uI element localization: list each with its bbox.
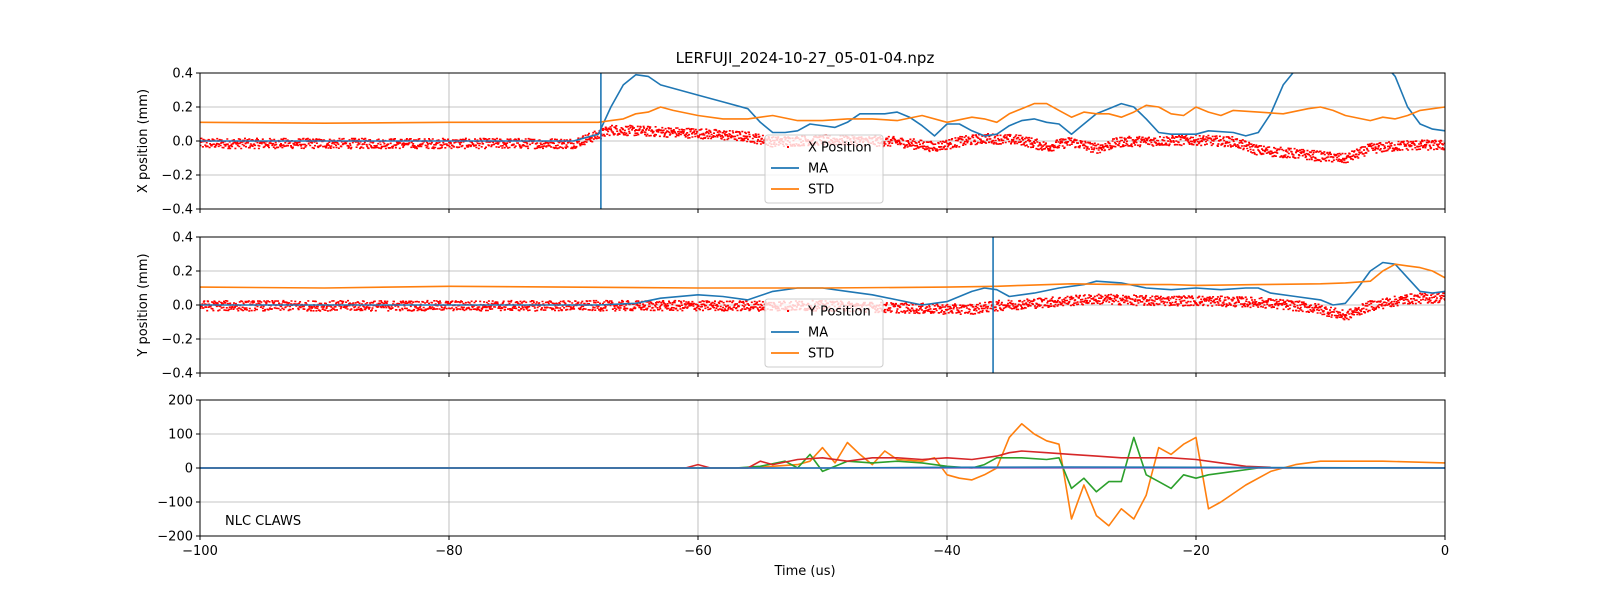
- figure-title: LERFUJI_2024-10-27_05-01-04.npz: [676, 49, 935, 68]
- x-tick-label: −20: [1182, 544, 1209, 559]
- y-tick-label: 200: [168, 394, 193, 409]
- legend-marker: [787, 310, 789, 312]
- legend-label: STD: [808, 347, 834, 362]
- legend-label: Y Position: [807, 305, 871, 320]
- y-tick-label: 100: [168, 428, 193, 443]
- legend-label: X Position: [808, 141, 872, 156]
- plot-area: [200, 422, 1445, 527]
- y-tick-label: 0.4: [172, 231, 193, 246]
- y-axis-label: Y position (mm): [136, 253, 151, 357]
- y-tick-label: −0.2: [161, 333, 193, 348]
- series-2-line: [200, 436, 1445, 493]
- y-tick-label: −0.4: [161, 203, 193, 218]
- x-tick-label: 0: [1441, 544, 1449, 559]
- x-tick-label: −80: [435, 544, 462, 559]
- legend-label: MA: [808, 326, 828, 341]
- legend-label: MA: [808, 162, 828, 177]
- legend-box: [764, 134, 884, 204]
- series-1-line: [200, 422, 1445, 527]
- y-axis-label: X position (mm): [136, 89, 151, 193]
- x-tick-label: −40: [933, 544, 960, 559]
- legend-box: [764, 298, 884, 368]
- y-tick-label: −0.2: [161, 169, 193, 184]
- legend: X Position MA STD: [764, 134, 884, 204]
- x-tick-label: −100: [182, 544, 218, 559]
- legend: Y Position MA STD: [764, 298, 884, 368]
- x-position-panel: −0.4 −0.2 0.0 0.2 0.4 X position (mm) X Positi…: [136, 67, 1446, 218]
- y-tick-label: 0.2: [172, 101, 193, 116]
- y-tick-label: 0.4: [172, 67, 193, 82]
- x-axis-label: Time (us): [773, 564, 835, 579]
- y-tick-label: −100: [157, 496, 193, 511]
- x-tick-label: −60: [684, 544, 711, 559]
- y-tick-label: 0.0: [172, 135, 193, 150]
- y-tick-label: 0.2: [172, 265, 193, 280]
- std-line: [200, 102, 1445, 124]
- y-tick-label: 0: [185, 462, 193, 477]
- y-tick-label: −200: [157, 530, 193, 545]
- y-position-panel: −0.4 −0.2 0.0 0.2 0.4 Y position (mm) Y Positi…: [136, 231, 1446, 382]
- legend-label: STD: [808, 183, 834, 198]
- series-5-line: [200, 466, 1445, 469]
- y-tick-label: −0.4: [161, 367, 193, 382]
- plot-area: [200, 261, 1445, 321]
- ma-line: [200, 73, 1445, 142]
- series-3-line: [200, 450, 1445, 469]
- panel-annotation: NLC CLAWS: [225, 514, 301, 529]
- legend-marker: [787, 146, 789, 148]
- std-line: [200, 263, 1445, 289]
- y-tick-label: 0.0: [172, 299, 193, 314]
